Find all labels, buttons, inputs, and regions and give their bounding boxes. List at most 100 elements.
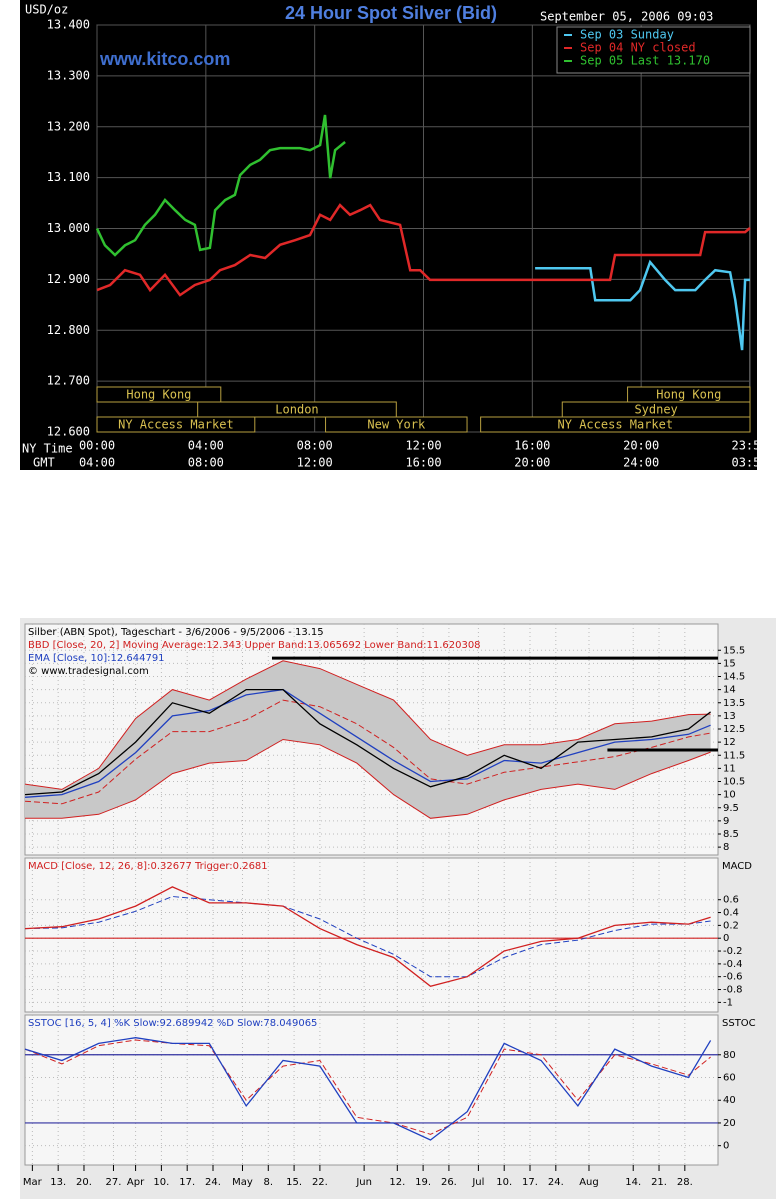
band-line bbox=[25, 738, 711, 819]
x2-tick-label: 24:00 bbox=[623, 456, 659, 470]
y-tick-label: 13.000 bbox=[47, 221, 90, 235]
y-tick-label: 8.5 bbox=[723, 829, 739, 840]
y-tick-label: 13.100 bbox=[47, 170, 90, 184]
y-tick-label: 12.5 bbox=[723, 724, 745, 735]
x2-tick-label: 20:00 bbox=[514, 456, 550, 470]
series-line bbox=[24, 886, 711, 988]
legend-label: Sep 03 Sunday bbox=[580, 28, 674, 42]
x-tick-label: 10. bbox=[153, 1177, 169, 1188]
y-tick-label: 14 bbox=[723, 685, 736, 696]
watermark: www.kitco.com bbox=[99, 49, 230, 69]
y-tick-label: 13 bbox=[723, 711, 736, 722]
y-tick-label: 80 bbox=[723, 1050, 736, 1061]
series-line bbox=[96, 203, 751, 297]
y-tick-label: 12.700 bbox=[47, 374, 90, 388]
y-tick-label: 9.5 bbox=[723, 803, 739, 814]
x-tick-label: Jun bbox=[355, 1177, 372, 1188]
x2-tick-label: 12:00 bbox=[297, 456, 333, 470]
panel bbox=[24, 857, 719, 1013]
x-tick-label: 28. bbox=[677, 1177, 693, 1188]
session-label: Hong Kong bbox=[126, 388, 191, 402]
panel-axis-label: MACD bbox=[722, 861, 752, 872]
panel-header: MACD [Close, 12, 26, 8]:0.32677 Trigger:… bbox=[28, 861, 268, 872]
band-fill bbox=[25, 660, 711, 819]
band-line bbox=[24, 660, 711, 790]
series-line bbox=[535, 259, 750, 351]
x-tick-label: Mar bbox=[23, 1177, 43, 1188]
y-tick-label: 40 bbox=[723, 1095, 736, 1106]
session-box bbox=[96, 386, 222, 403]
y-tick-label: 15 bbox=[723, 658, 736, 669]
y-tick-label: 12.600 bbox=[47, 425, 90, 439]
x-tick-label: 17. bbox=[522, 1177, 538, 1188]
x-tick-label: 14. bbox=[625, 1177, 641, 1188]
x-tick-label: 16:00 bbox=[514, 439, 550, 453]
series-line bbox=[24, 1037, 712, 1141]
x-tick-label: 24. bbox=[548, 1177, 564, 1188]
y-tick-label: 10 bbox=[723, 790, 736, 801]
y-tick-label: 13.400 bbox=[47, 18, 90, 32]
legend-label: Sep 05 Last 13.170 bbox=[580, 54, 710, 68]
x-tick-label: 15. bbox=[286, 1177, 302, 1188]
y-axis-label: USD/oz bbox=[25, 3, 68, 17]
y-tick-label: 10.5 bbox=[723, 777, 745, 788]
session-label: NY Access Market bbox=[558, 418, 674, 432]
x-tick-label: 20. bbox=[76, 1177, 92, 1188]
x2-tick-label: 03:59 bbox=[731, 456, 767, 470]
x-tick-label: 24. bbox=[205, 1177, 221, 1188]
session-label: Hong Kong bbox=[656, 388, 721, 402]
x-tick-label: 13. bbox=[50, 1177, 66, 1188]
x-tick-label: May bbox=[232, 1177, 253, 1188]
y-tick-label: -0.4 bbox=[723, 959, 743, 970]
y-tick-label: 0.6 bbox=[723, 895, 739, 906]
series-line bbox=[24, 699, 711, 805]
x-tick-label: 26. bbox=[441, 1177, 457, 1188]
x-tick-label: Jul bbox=[471, 1177, 484, 1188]
x-tick-label: 22. bbox=[312, 1177, 328, 1188]
session-label: Sydney bbox=[634, 403, 677, 417]
y-tick-label: 20 bbox=[723, 1118, 736, 1129]
legend-label: Sep 04 NY closed bbox=[580, 41, 696, 55]
x-tick-label: 12:00 bbox=[405, 439, 441, 453]
y-tick-label: 0.4 bbox=[723, 908, 739, 919]
y-tick-label: 11.5 bbox=[723, 750, 745, 761]
x-tick-label: 04:00 bbox=[188, 439, 224, 453]
x-tick-label: 8. bbox=[264, 1177, 274, 1188]
session-box bbox=[197, 401, 397, 418]
session-label: New York bbox=[367, 418, 426, 432]
y-tick-label: 13.5 bbox=[723, 698, 745, 709]
x-tick-label: 17. bbox=[179, 1177, 195, 1188]
y-tick-label: -0.6 bbox=[723, 972, 743, 983]
x2-tick-label: 08:00 bbox=[188, 456, 224, 470]
session-box bbox=[325, 416, 468, 433]
x-tick-label: 21. bbox=[651, 1177, 667, 1188]
y-tick-label: 0 bbox=[723, 933, 729, 944]
x-tick-label: 12. bbox=[389, 1177, 405, 1188]
panel-axis-label: SSTOC bbox=[722, 1018, 756, 1029]
session-box bbox=[480, 416, 751, 433]
y-tick-label: 60 bbox=[723, 1073, 736, 1084]
legend-box bbox=[556, 26, 751, 74]
y-tick-label: 15.5 bbox=[723, 645, 745, 656]
y-tick-label: 11 bbox=[723, 763, 736, 774]
y-tick-label: 13.200 bbox=[47, 119, 90, 133]
x-tick-label: 00:00 bbox=[79, 439, 115, 453]
series-line bbox=[24, 1039, 711, 1135]
x2-tick-label: 16:00 bbox=[405, 456, 441, 470]
y-tick-label: 12.900 bbox=[47, 272, 90, 286]
x-tick-label: Aug bbox=[579, 1177, 599, 1188]
series-line bbox=[24, 688, 711, 796]
y-tick-label: 9 bbox=[723, 816, 729, 827]
panel-header: Silber (ABN Spot), Tageschart - 3/6/2006… bbox=[28, 627, 324, 638]
y-tick-label: 8 bbox=[723, 842, 729, 853]
x-tick-label: 27. bbox=[106, 1177, 122, 1188]
x-tick-label: 23:59 bbox=[731, 439, 767, 453]
x-tick-label: 08:00 bbox=[297, 439, 333, 453]
panel-header: EMA [Close, 10]:12.644791 bbox=[28, 653, 165, 664]
y-tick-label: -0.2 bbox=[723, 946, 743, 957]
panel-header: © www.tradesignal.com bbox=[28, 666, 149, 677]
y-tick-label: -1 bbox=[723, 997, 733, 1008]
y-tick-label: 12 bbox=[723, 737, 736, 748]
